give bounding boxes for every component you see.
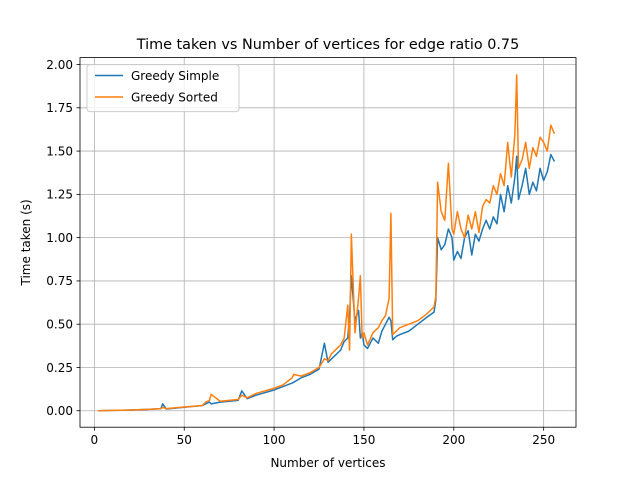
series-line-greedy-simple [97, 153, 556, 412]
legend: Greedy Simple Greedy Sorted [86, 64, 240, 113]
y-axis-label: Time taken (s) [19, 199, 33, 286]
chart-title: Time taken vs Number of vertices for edg… [136, 37, 520, 53]
x-tick-label: 150 [352, 433, 375, 447]
y-tick-label: 1.00 [46, 231, 73, 245]
y-tick-label: 0.00 [46, 404, 73, 418]
x-tick-label: 100 [263, 433, 286, 447]
y-tick-label: 1.25 [46, 188, 73, 202]
y-tick-label: 0.75 [46, 274, 73, 288]
plot-frame [79, 57, 577, 428]
x-axis-label: Number of vertices [270, 456, 385, 470]
y-tick-label: 2.00 [46, 58, 73, 72]
y-tick-label: 0.25 [46, 361, 73, 375]
x-tick-label: 250 [532, 433, 555, 447]
y-axis: 0.00 0.25 0.50 0.75 1.00 1.25 1.50 1.75 2.00 [46, 58, 80, 418]
series-layer [97, 74, 556, 412]
y-tick-label: 1.50 [46, 144, 73, 158]
legend-label-greedy-sorted: Greedy Sorted [131, 91, 218, 105]
x-axis: 0 50 100 150 200 250 [91, 427, 555, 447]
legend-box [86, 64, 240, 113]
legend-label-greedy-simple: Greedy Simple [131, 69, 219, 83]
series-line-greedy-sorted [97, 74, 556, 412]
x-tick-label: 0 [91, 433, 99, 447]
y-tick-label: 1.75 [46, 101, 73, 115]
x-tick-label: 50 [177, 433, 192, 447]
x-tick-label: 200 [442, 433, 465, 447]
plot-area [80, 57, 576, 428]
y-tick-label: 0.50 [46, 317, 73, 331]
grid-lines [80, 57, 576, 428]
